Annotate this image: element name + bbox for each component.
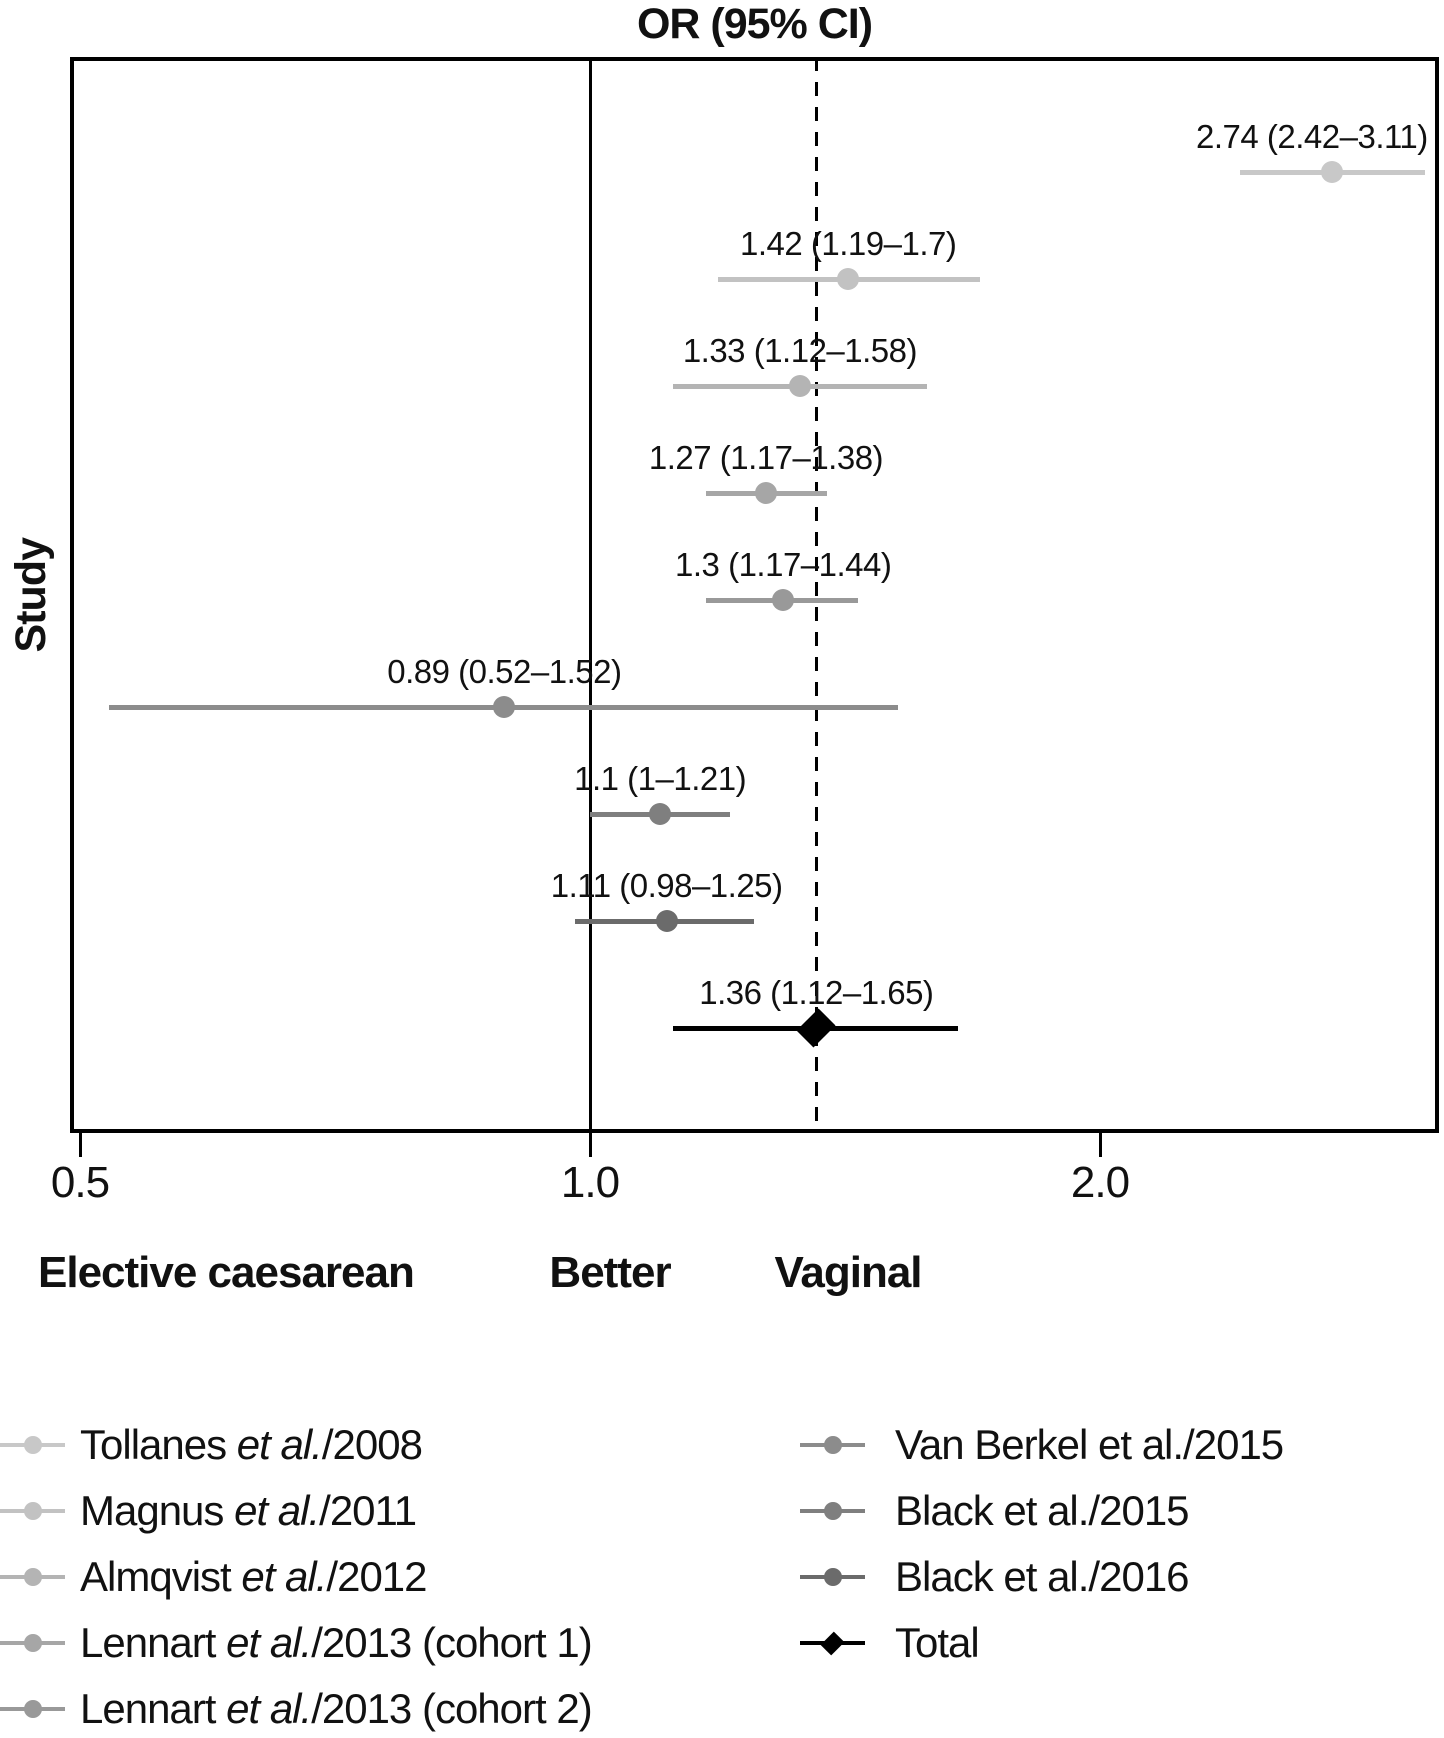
legend-circle-marker-icon bbox=[0, 1434, 65, 1456]
or-value-label: 1.42 (1.19–1.7) bbox=[740, 225, 957, 262]
legend-item-tollanes-2008: Tollanes et al./2008 bbox=[0, 1412, 592, 1478]
x-axis-tick-mark bbox=[78, 1133, 82, 1157]
legend-label: Lennart et al./2013 (cohort 2) bbox=[80, 1685, 593, 1732]
legend-circle-marker-icon bbox=[0, 1566, 65, 1588]
legend-item-magnus-2011: Magnus et al./2011 bbox=[0, 1478, 592, 1544]
total-diamond-marker bbox=[796, 1008, 836, 1048]
legend-item-black-2015: Black et al./2015 bbox=[800, 1478, 1283, 1544]
or-point-marker bbox=[754, 482, 777, 504]
legend-item-black-2016: Black et al./2016 bbox=[800, 1544, 1283, 1610]
legend-column-left: Tollanes et al./2008 Magnus et al./2011 … bbox=[0, 1412, 593, 1738]
legend-column-right: Van Berkel et al./2015 Black et al./2015… bbox=[800, 1412, 1284, 1676]
or-point-marker bbox=[655, 910, 678, 932]
legend-circle-marker-icon bbox=[0, 1698, 65, 1720]
legend-circle-marker-icon bbox=[0, 1632, 65, 1654]
or-point-marker bbox=[493, 696, 516, 718]
axis-caption-elective-caesarean: Elective caesarean bbox=[38, 1248, 415, 1297]
legend-item-lennart-2013-cohort-1: Lennart et al./2013 (cohort 1) bbox=[0, 1610, 593, 1676]
or-value-label: 0.89 (0.52–1.52) bbox=[387, 653, 622, 690]
legend-item-van-berkel-2015: Van Berkel et al./2015 bbox=[800, 1412, 1284, 1478]
legend-label: Magnus et al./2011 bbox=[80, 1487, 417, 1534]
or-value-label: 1.11 (0.98–1.25) bbox=[550, 867, 783, 904]
or-point-marker bbox=[772, 589, 795, 611]
legend-item-total: Total bbox=[800, 1610, 1283, 1676]
chart-title: OR (95% CI) bbox=[636, 0, 873, 48]
x-tick-label-2.0: 2.0 bbox=[1070, 1158, 1130, 1207]
legend-circle-marker-icon bbox=[800, 1566, 865, 1588]
legend-label: Almqvist et al./2012 bbox=[80, 1553, 428, 1600]
or-value-label: 1.36 (1.12–1.65) bbox=[699, 974, 934, 1011]
x-tick-label-0.5: 0.5 bbox=[50, 1158, 110, 1207]
legend-circle-marker-icon bbox=[800, 1434, 865, 1456]
or-value-label: 1.27 (1.17–1.38) bbox=[648, 439, 884, 476]
or-point-marker bbox=[649, 803, 672, 825]
x-axis-tick-mark bbox=[588, 1133, 592, 1157]
x-axis-tick-mark bbox=[1098, 1133, 1102, 1157]
legend-circle-marker-icon bbox=[800, 1500, 865, 1522]
or-point-marker bbox=[837, 268, 859, 290]
or-value-label: 2.74 (2.42–3.11) bbox=[1196, 118, 1428, 155]
or-value-label: 1.33 (1.12–1.58) bbox=[682, 332, 918, 369]
legend-item-lennart-2013-cohort-2: Lennart et al./2013 (cohort 2) bbox=[0, 1676, 593, 1738]
legend-label: Black et al./2015 bbox=[895, 1487, 1190, 1534]
or-point-marker bbox=[788, 375, 811, 397]
or-value-label: 1.3 (1.17–1.44) bbox=[675, 546, 892, 583]
legend-circle-marker-icon bbox=[0, 1500, 65, 1522]
legend-label: Total bbox=[895, 1619, 980, 1666]
reference-line-solid bbox=[588, 57, 592, 1133]
axis-caption-vaginal: Vaginal bbox=[774, 1248, 922, 1297]
or-value-label: 1.1 (1–1.21) bbox=[574, 760, 747, 797]
x-tick-label-1.0: 1.0 bbox=[560, 1158, 620, 1207]
axis-caption-better: Better bbox=[549, 1248, 671, 1297]
legend-label: Lennart et al./2013 (cohort 1) bbox=[80, 1619, 593, 1666]
legend-item-almqvist-2012: Almqvist et al./2012 bbox=[0, 1544, 592, 1610]
or-point-marker bbox=[1320, 161, 1343, 183]
legend-label: Tollanes et al./2008 bbox=[80, 1421, 423, 1468]
legend-diamond-marker-icon bbox=[800, 1631, 865, 1655]
legend-label: Van Berkel et al./2015 bbox=[895, 1421, 1284, 1468]
reference-line-dashed bbox=[814, 57, 818, 1133]
legend-label: Black et al./2016 bbox=[895, 1553, 1190, 1600]
plot-area-border bbox=[70, 57, 1439, 1133]
